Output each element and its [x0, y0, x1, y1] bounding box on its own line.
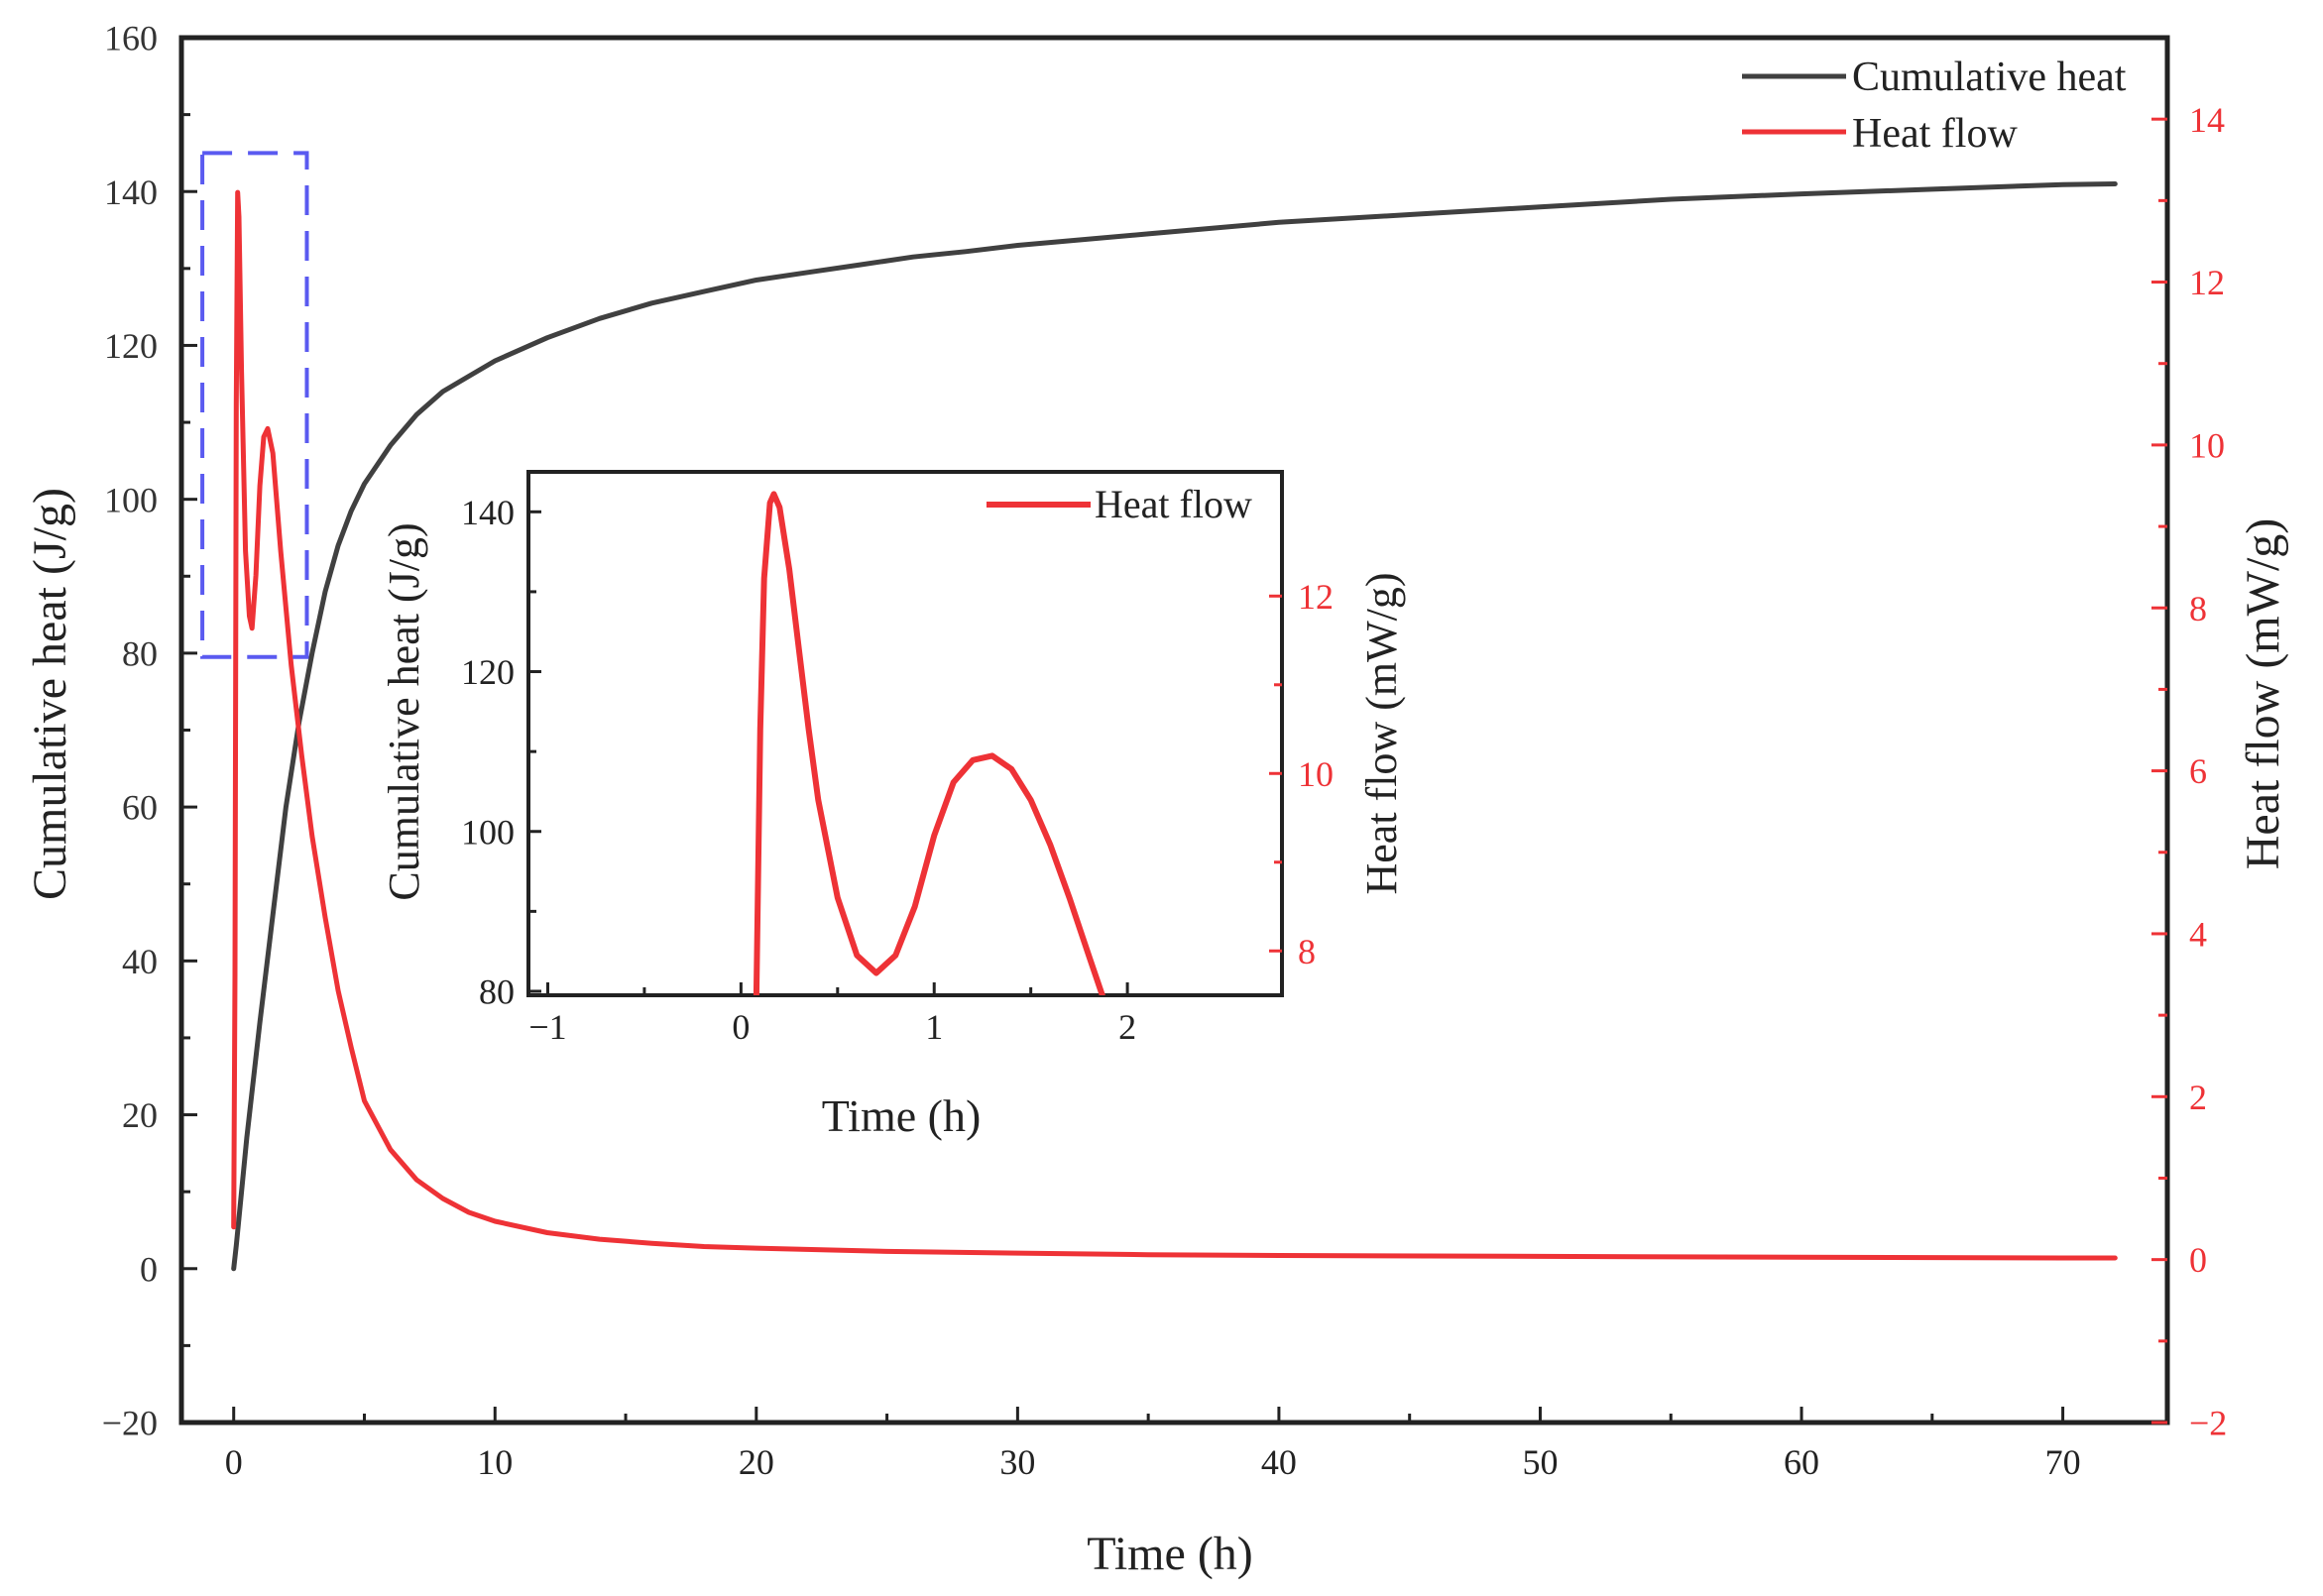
- y2-tick-label: 10: [2189, 425, 2225, 465]
- x-tick-label: 30: [999, 1442, 1035, 1482]
- y2-tick-label: 0: [2189, 1240, 2207, 1280]
- y2-tick-label: −2: [2189, 1404, 2227, 1443]
- y-tick-label: 120: [104, 326, 158, 366]
- y-tick-label: 120: [461, 652, 515, 692]
- main-plot: 0 10 20 30 40 50 60 70−20020406080100120140160−…: [24, 19, 2289, 1580]
- inset-x-axis-label: Time (h): [822, 1090, 982, 1141]
- y2-tick-label: 10: [1298, 754, 1334, 794]
- main-y2-axis-label: Heat flow (mW/g): [2237, 518, 2289, 870]
- y2-tick-label: 12: [2189, 263, 2225, 302]
- main-x-axis-label: Time (h): [1087, 1528, 1253, 1580]
- main-series: [231, 181, 2118, 1272]
- x-tick-label: 50: [1522, 1442, 1558, 1482]
- y2-tick-label: 2: [2189, 1078, 2207, 1117]
- y-tick-label: 100: [104, 480, 158, 519]
- inset-background: [525, 469, 1285, 998]
- x-tick-label: 70: [2045, 1442, 2081, 1482]
- y2-tick-label: 12: [1298, 577, 1334, 617]
- main-ticks: 0 10 20 30 40 50 60 70−20020406080100120140160−…: [102, 19, 2228, 1482]
- y-tick-label: 80: [122, 633, 158, 673]
- x-tick-label: 0: [225, 1442, 243, 1482]
- x-tick-label: −1: [528, 1007, 566, 1047]
- x-tick-label: 1: [925, 1007, 943, 1047]
- x-tick-label: 2: [1118, 1007, 1136, 1047]
- y-tick-label: 160: [104, 19, 158, 58]
- series-line-cumulative-heat: [231, 181, 2118, 1272]
- x-tick-label: 0: [732, 1007, 750, 1047]
- inset-plot-frame: [526, 470, 1284, 997]
- y-tick-label: −20: [102, 1404, 158, 1443]
- inset-series: [753, 491, 1105, 995]
- inset-y-axis-label: Cumulative heat (J/g): [380, 522, 428, 900]
- y-tick-label: 80: [479, 972, 515, 1012]
- y2-tick-label: 8: [2189, 589, 2207, 628]
- main-legend: Cumulative heat Heat flow: [1742, 55, 2127, 157]
- y-tick-label: 60: [122, 788, 158, 828]
- legend-label-heat-flow: Heat flow: [1852, 111, 2018, 157]
- y-tick-label: 100: [461, 812, 515, 852]
- x-tick-label: 20: [739, 1442, 774, 1482]
- y-tick-label: 40: [122, 942, 158, 981]
- x-tick-label: 40: [1261, 1442, 1297, 1482]
- inset-series-line-heat-flow: [753, 491, 1105, 995]
- inset-legend-label-heat-flow: Heat flow: [1095, 482, 1252, 526]
- y-tick-label: 0: [140, 1249, 158, 1289]
- x-tick-label: 10: [477, 1442, 513, 1482]
- y-tick-label: 140: [104, 172, 158, 212]
- y-tick-label: 140: [461, 493, 515, 532]
- y-tick-label: 20: [122, 1095, 158, 1135]
- inset-y2-axis-label: Heat flow (mW/g): [1357, 573, 1406, 895]
- y2-tick-label: 8: [1298, 932, 1316, 971]
- y2-tick-label: 6: [2189, 751, 2207, 791]
- inset-legend: Heat flow: [987, 482, 1252, 526]
- legend-label-cumulative-heat: Cumulative heat: [1852, 55, 2127, 100]
- x-tick-label: 60: [1784, 1442, 1819, 1482]
- y2-tick-label: 4: [2189, 915, 2207, 955]
- highlight-box: [200, 151, 309, 659]
- series-line-heat-flow: [231, 189, 2118, 1261]
- y2-tick-label: 14: [2189, 100, 2225, 140]
- main-y-axis-label: Cumulative heat (J/g): [24, 488, 76, 900]
